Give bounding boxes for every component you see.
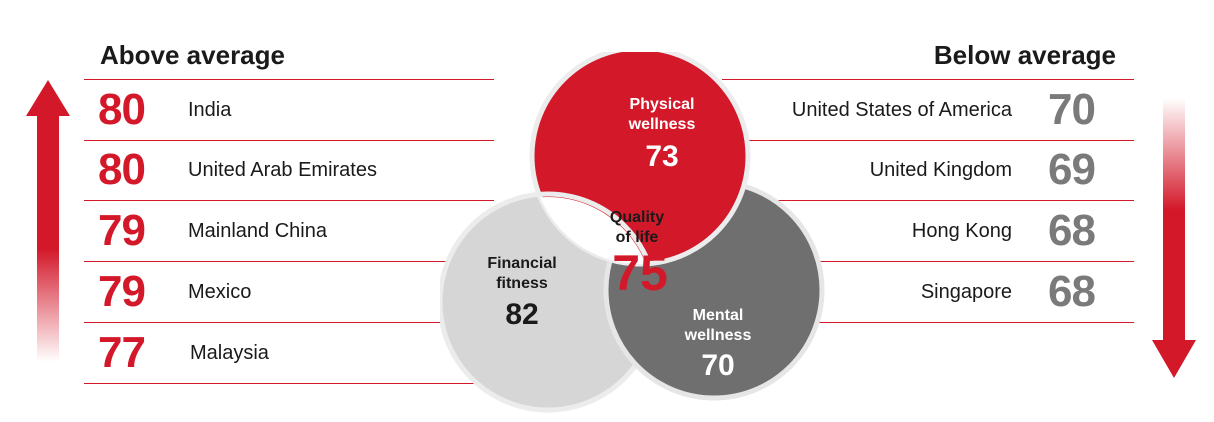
list-item: 77 Malaysia [84, 323, 494, 384]
mental-label-line2: wellness [684, 327, 752, 344]
list-item: United States of America 70 [722, 79, 1134, 141]
mental-label-line1: Mental [693, 307, 744, 324]
country-score: 69 [1048, 145, 1096, 194]
country-score: 80 [98, 85, 146, 134]
quality-label-line1: Quality [610, 209, 664, 226]
list-item: United Kingdom 69 [722, 140, 1134, 201]
physical-score: 73 [645, 140, 678, 173]
list-item: Hong Kong 68 [722, 201, 1134, 262]
country-name: India [188, 98, 232, 121]
country-name: Malaysia [190, 341, 269, 364]
country-score: 80 [98, 145, 146, 194]
financial-score: 82 [505, 298, 538, 331]
financial-label-line2: fitness [496, 275, 548, 292]
country-score: 68 [1048, 267, 1096, 316]
above-average-title: Above average [100, 40, 285, 70]
below-average-title: Below average [933, 40, 1116, 70]
venn-diagram: Physical wellness 73 Financial fitness 8… [440, 52, 825, 413]
physical-label-line2: wellness [628, 116, 696, 133]
country-score: 68 [1048, 206, 1096, 255]
list-item: 79 Mexico [84, 262, 494, 323]
list-item: 80 United Arab Emirates [84, 140, 494, 201]
country-name: Mainland China [188, 219, 327, 242]
quality-of-life-center [532, 197, 653, 264]
above-average-list: 80 India 80 United Arab Emirates 79 Main… [84, 79, 494, 384]
country-name: United Kingdom [869, 158, 1012, 181]
mental-score: 70 [701, 349, 734, 382]
quality-score: 75 [612, 245, 668, 301]
below-average-list: United States of America 70 United Kingd… [722, 79, 1134, 324]
list-item: 80 India [84, 79, 494, 141]
arrow-down-icon [1152, 98, 1196, 378]
arrow-up-icon [26, 80, 70, 362]
country-name: United Arab Emirates [188, 158, 377, 181]
financial-label-line1: Financial [487, 255, 556, 272]
country-score: 79 [98, 206, 146, 255]
country-name: Hong Kong [911, 219, 1012, 242]
list-item: 79 Mainland China [84, 201, 494, 262]
list-item: Singapore 68 [722, 262, 1134, 323]
country-name: Mexico [188, 280, 252, 303]
country-score: 77 [98, 328, 146, 377]
country-score: 70 [1048, 85, 1096, 134]
country-name: Singapore [920, 280, 1012, 303]
physical-label-line1: Physical [630, 96, 695, 113]
quality-label-line2: of life [616, 229, 659, 246]
country-name: United States of America [791, 98, 1012, 121]
country-score: 79 [98, 267, 146, 316]
